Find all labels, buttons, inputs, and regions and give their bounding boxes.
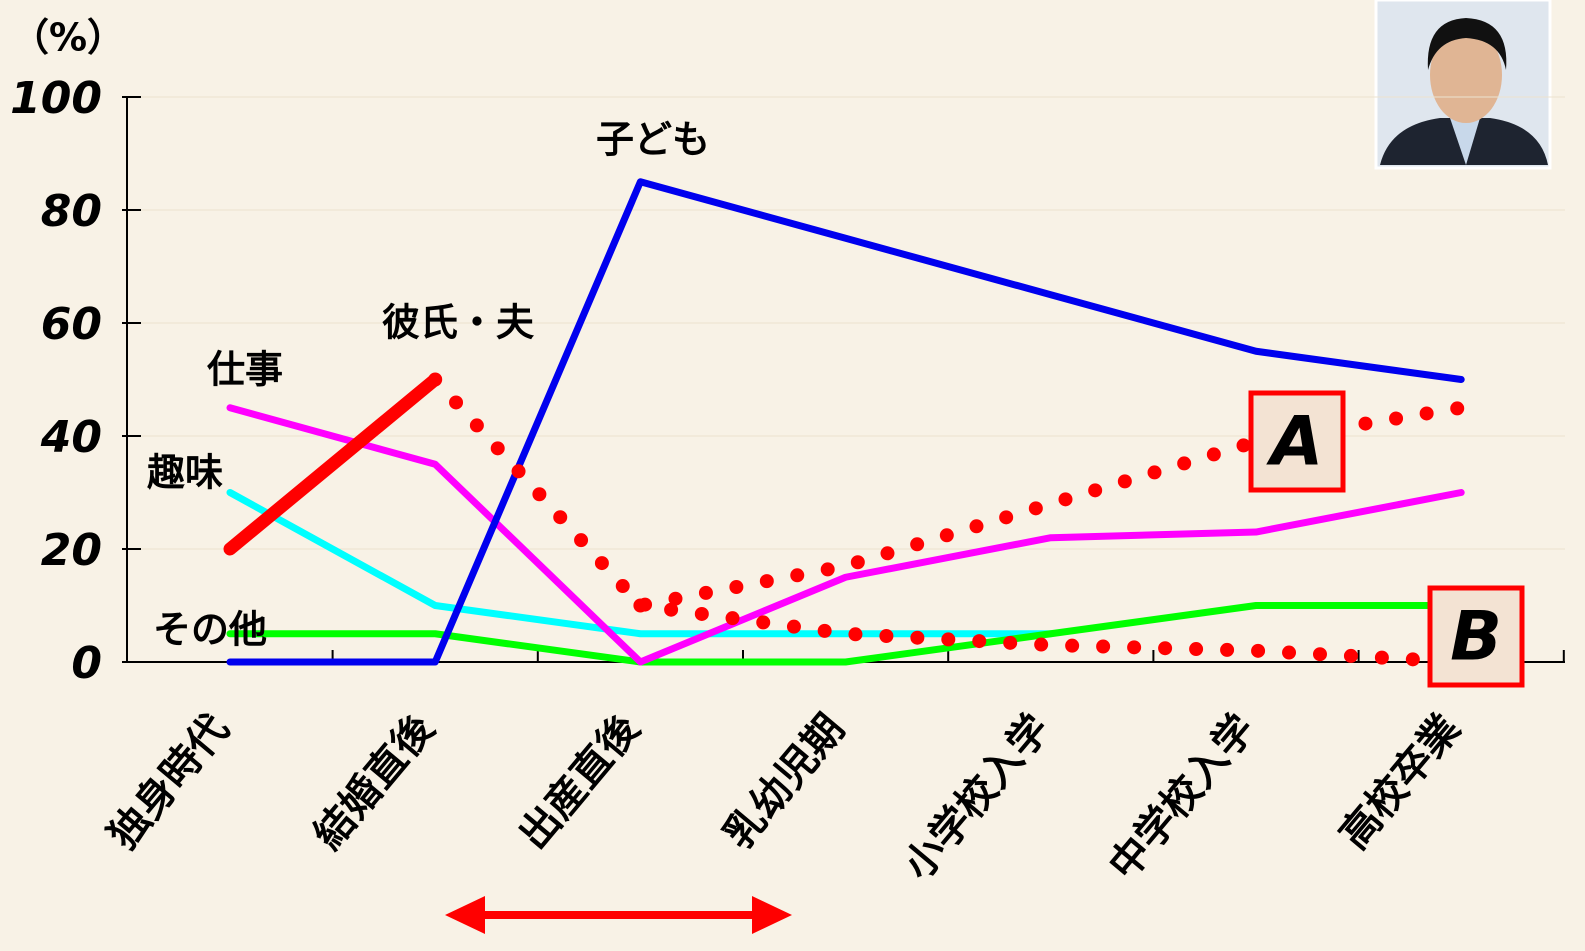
x-tick-label: 小学校入学 — [895, 706, 1059, 889]
y-tick-label: 60 — [41, 299, 102, 350]
series-line — [633, 598, 1469, 669]
series-label: 仕事 — [207, 348, 283, 392]
x-tick-label: 高校卒業 — [1331, 706, 1469, 858]
series-label: 子ども — [596, 118, 710, 162]
series-line — [223, 373, 442, 556]
photo-face — [1430, 27, 1502, 123]
y-tick-label: 0 — [71, 638, 102, 689]
series-label: B — [1450, 598, 1502, 677]
x-tick-label: 中学校入学 — [1100, 706, 1264, 889]
series-line — [226, 178, 1465, 666]
x-tick-label: 乳幼児期 — [716, 706, 854, 858]
x-tick-label: 出産直後 — [510, 705, 649, 858]
arrow-head — [445, 896, 485, 934]
series-label: 彼氏・夫 — [382, 301, 534, 345]
photo — [1374, 0, 1552, 170]
photo-shirt — [1450, 118, 1480, 165]
x-tick-label: 結婚直後 — [305, 705, 444, 858]
photo-hair — [1427, 18, 1507, 70]
series-label-box — [1427, 585, 1525, 688]
y-axis-label: （%） — [11, 16, 125, 60]
x-tick-label: 独身時代 — [100, 706, 238, 858]
series-label-box — [1248, 390, 1346, 493]
y-tick-label: 40 — [40, 412, 102, 463]
y-tick-label: 20 — [41, 525, 102, 576]
series-line — [428, 372, 1469, 613]
series-label: A — [1266, 403, 1324, 482]
series-label: その他 — [153, 608, 267, 652]
series-line — [226, 404, 1465, 666]
series-line — [226, 602, 1465, 666]
y-tick-label: 80 — [41, 186, 102, 237]
series-label: 趣味 — [147, 451, 223, 495]
arrow-head — [752, 896, 792, 934]
period-arrow — [445, 896, 792, 934]
y-tick-label: 100 — [10, 73, 102, 124]
